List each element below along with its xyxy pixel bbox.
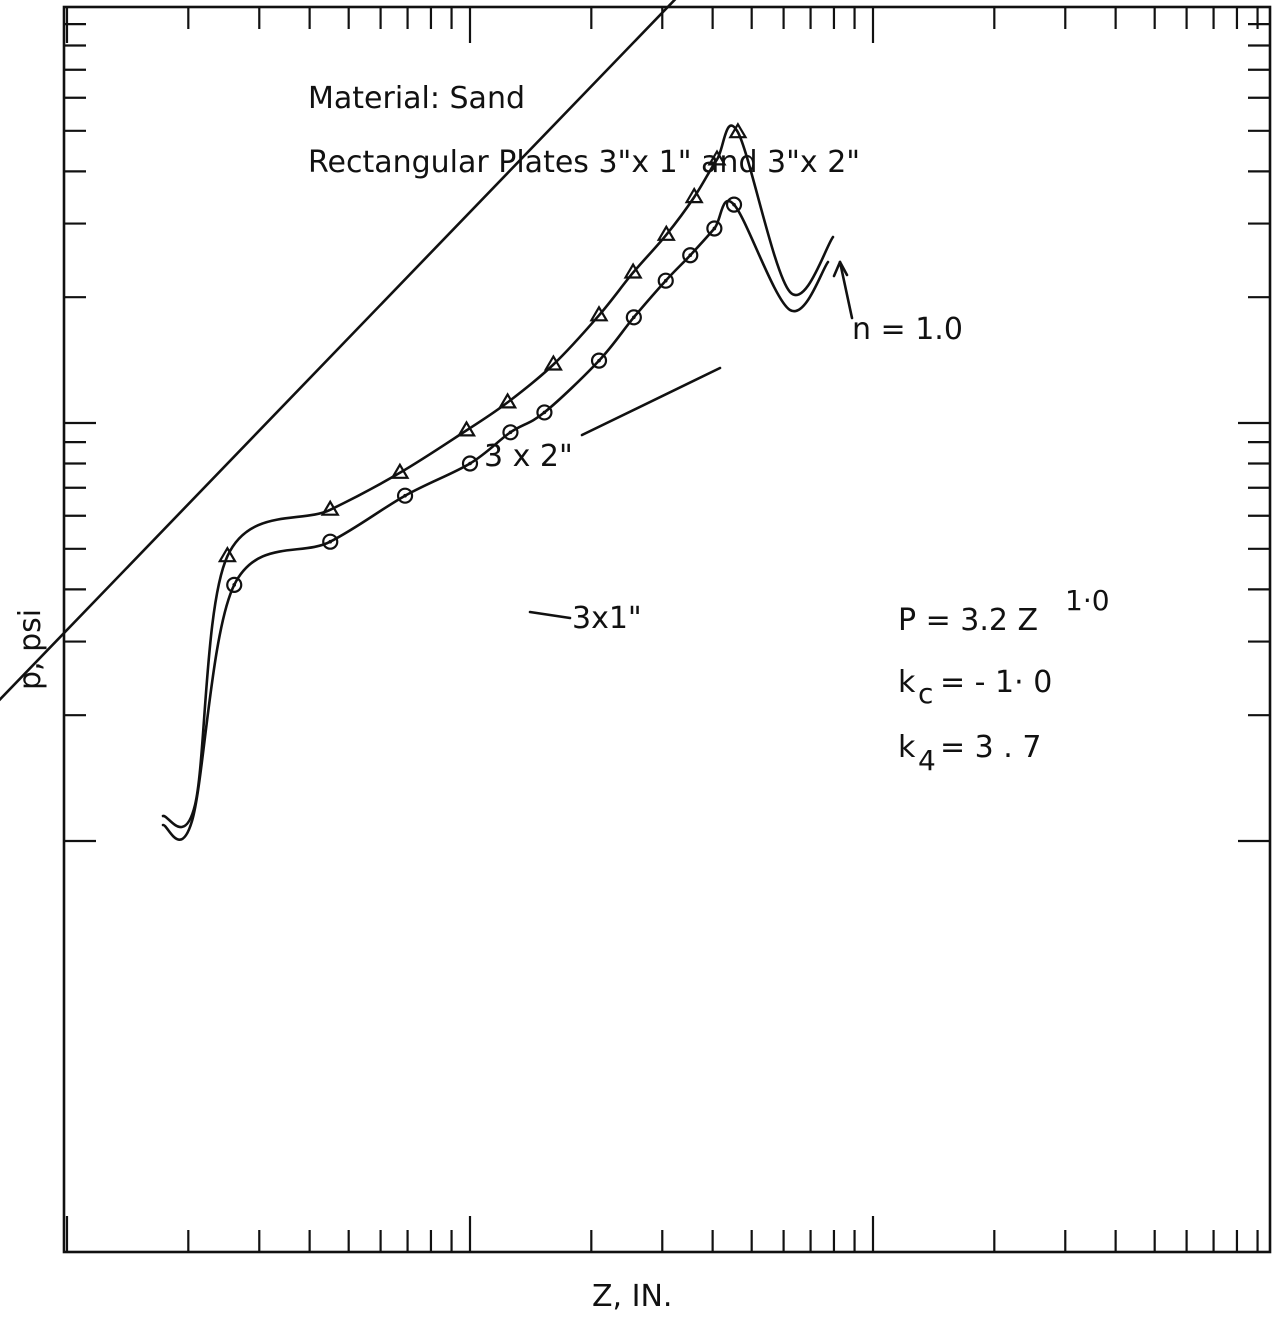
triangle-marker [707, 149, 727, 166]
triangle-marker [456, 420, 477, 437]
y-axis-title: p, psi [13, 609, 48, 690]
kc-value: = - 1· 0 [940, 665, 1052, 700]
triangle-marker [498, 392, 518, 409]
series-markers [217, 122, 748, 593]
circle-marker [625, 309, 642, 326]
k4-subscript: 4 [918, 744, 936, 777]
kc-subscript: c [918, 677, 933, 710]
circle-marker-dot [542, 410, 547, 415]
plates-annotation: Rectangular Plates 3"x 1" and 3"x 2" [308, 145, 860, 180]
circle-marker [682, 247, 699, 264]
circle-marker [322, 533, 339, 550]
circle-marker-dot [508, 430, 513, 435]
circle-marker [706, 220, 723, 237]
triangle-marker [656, 224, 676, 241]
circle-marker [502, 424, 519, 441]
annotation-leaders [528, 260, 854, 620]
triangle-marker [589, 305, 609, 322]
triangle-marker [728, 122, 748, 139]
axis-ticks [64, 7, 1270, 1252]
x-axis-title: Z, IN. [592, 1279, 672, 1314]
kc-symbol: k [898, 665, 916, 700]
leader-3x1 [528, 610, 572, 620]
circle-marker [226, 576, 243, 593]
series-curves [0, 0, 835, 841]
circle-marker-dot [632, 315, 636, 320]
circle-marker-dot [597, 358, 601, 363]
triangle-marker [623, 262, 643, 279]
equation-text: P = 3.2 Z [898, 603, 1038, 638]
circle-marker-dot [663, 278, 668, 283]
circle-marker [725, 196, 743, 213]
leader-n-arrowhead [832, 260, 849, 278]
material-annotation: Material: Sand [308, 81, 525, 116]
circle-marker [590, 352, 608, 369]
plot-frame [62, 5, 1272, 1254]
circle-marker [536, 404, 553, 421]
circle-marker [461, 455, 479, 472]
circle-marker-dot [732, 202, 736, 207]
triangle-marker [320, 499, 340, 516]
circle-marker-dot [468, 461, 472, 466]
k4-value: = 3 . 7 [940, 730, 1041, 765]
k4-symbol: k [898, 730, 916, 765]
triangle-marker [217, 546, 237, 563]
circle-marker-dot [712, 226, 717, 231]
circle-marker-dot [232, 583, 237, 587]
circle-marker-dot [403, 493, 407, 498]
circle-marker [657, 272, 674, 289]
triangle-marker [390, 462, 410, 479]
triangle-marker [684, 186, 704, 204]
fit-line-n-1 [0, 0, 677, 702]
fit-label: n = 1.0 [852, 312, 963, 347]
curve-3x1 [161, 200, 830, 841]
circle-marker [396, 487, 414, 504]
leader-n [838, 260, 854, 320]
triangle-marker [543, 354, 563, 371]
leader-3x2 [580, 366, 722, 437]
curve-3x2 [161, 124, 835, 829]
equation-exponent: 1·0 [1065, 584, 1110, 617]
series-label-3x1: 3x1" [572, 601, 642, 636]
series-label-3x2: 3 x 2" [484, 439, 573, 474]
circle-marker-dot [328, 539, 333, 544]
circle-marker-dot [688, 253, 693, 258]
